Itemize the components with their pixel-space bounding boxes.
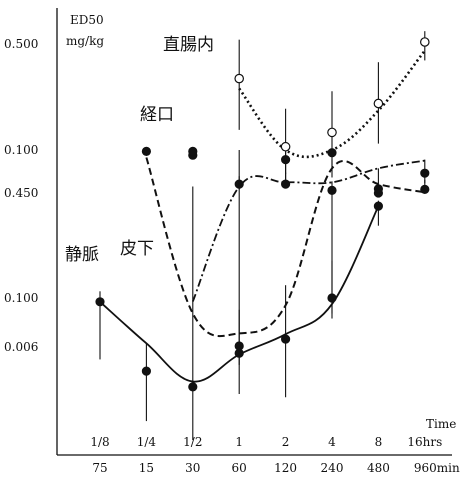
x-tick-label-bottom: 60	[232, 461, 247, 475]
x-tick-label-bottom: 15	[139, 461, 154, 475]
data-point	[327, 148, 337, 158]
data-point	[234, 341, 244, 351]
y-tick-label-1: 0.500	[4, 37, 38, 51]
x-tick-label-bottom: 75	[92, 461, 107, 475]
data-point	[420, 168, 430, 178]
data-point	[141, 146, 151, 156]
data-point	[280, 141, 291, 152]
x-tick-label-top: 1	[235, 435, 243, 449]
x-tick-label-bottom: 120	[274, 461, 297, 475]
series-3	[95, 200, 383, 440]
data-point	[373, 184, 383, 194]
data-point	[419, 37, 430, 47]
data-point	[234, 73, 244, 84]
y-tick-label-4: 0.100	[4, 291, 38, 305]
x-tick-label-bottom: 30	[185, 461, 200, 475]
x-tick-label-top: 2	[282, 435, 290, 449]
data-point	[373, 201, 383, 211]
data-point	[280, 334, 291, 344]
series-label-intravenous: 静脈	[65, 245, 99, 265]
data-point	[327, 293, 337, 303]
y-tick-label-5: 0.006	[4, 340, 38, 354]
x-tick-label-bottom: 480	[367, 461, 390, 475]
y-tick-label-2: 0.100	[4, 143, 38, 157]
x-tick-labels-top: 1/8 1/4 1/2 1 2 4 8 16hrs	[90, 435, 442, 449]
data-point	[95, 297, 105, 307]
data-point	[280, 155, 291, 165]
y-axis-title-line-1: ED50	[70, 13, 104, 27]
data-point	[420, 184, 430, 194]
x-axis-title-top: Time	[426, 417, 456, 431]
y-tick-label-3: 0.450	[4, 186, 38, 200]
series-label-subcutaneous: 皮下	[120, 239, 154, 259]
series-label-oral: 経口	[140, 105, 174, 125]
x-tick-label-top: 1/4	[137, 435, 157, 449]
data-point	[327, 127, 337, 138]
x-tick-label-top: 8	[375, 435, 383, 449]
y-axis-title-line-2: mg/kg	[66, 34, 104, 48]
plot-area	[95, 31, 430, 440]
series-label-rectal: 直腸内	[163, 35, 214, 55]
x-tick-label-top: 4	[328, 435, 336, 449]
series-1	[188, 150, 430, 346]
x-tick-labels-bottom: 75 15 30 60 120 240 480 960min	[92, 461, 460, 475]
x-tick-label-bottom: 240	[321, 461, 344, 475]
data-point	[188, 382, 198, 392]
x-tick-label-top: 1/8	[90, 435, 109, 449]
x-tick-label-top: 16hrs	[407, 435, 442, 449]
x-tick-label-top: 1/2	[183, 435, 202, 449]
data-point	[188, 146, 198, 156]
fit-curve	[191, 159, 425, 302]
x-tick-label-bottom: 960min	[414, 461, 460, 475]
data-point	[373, 98, 384, 109]
data-point	[141, 366, 151, 376]
